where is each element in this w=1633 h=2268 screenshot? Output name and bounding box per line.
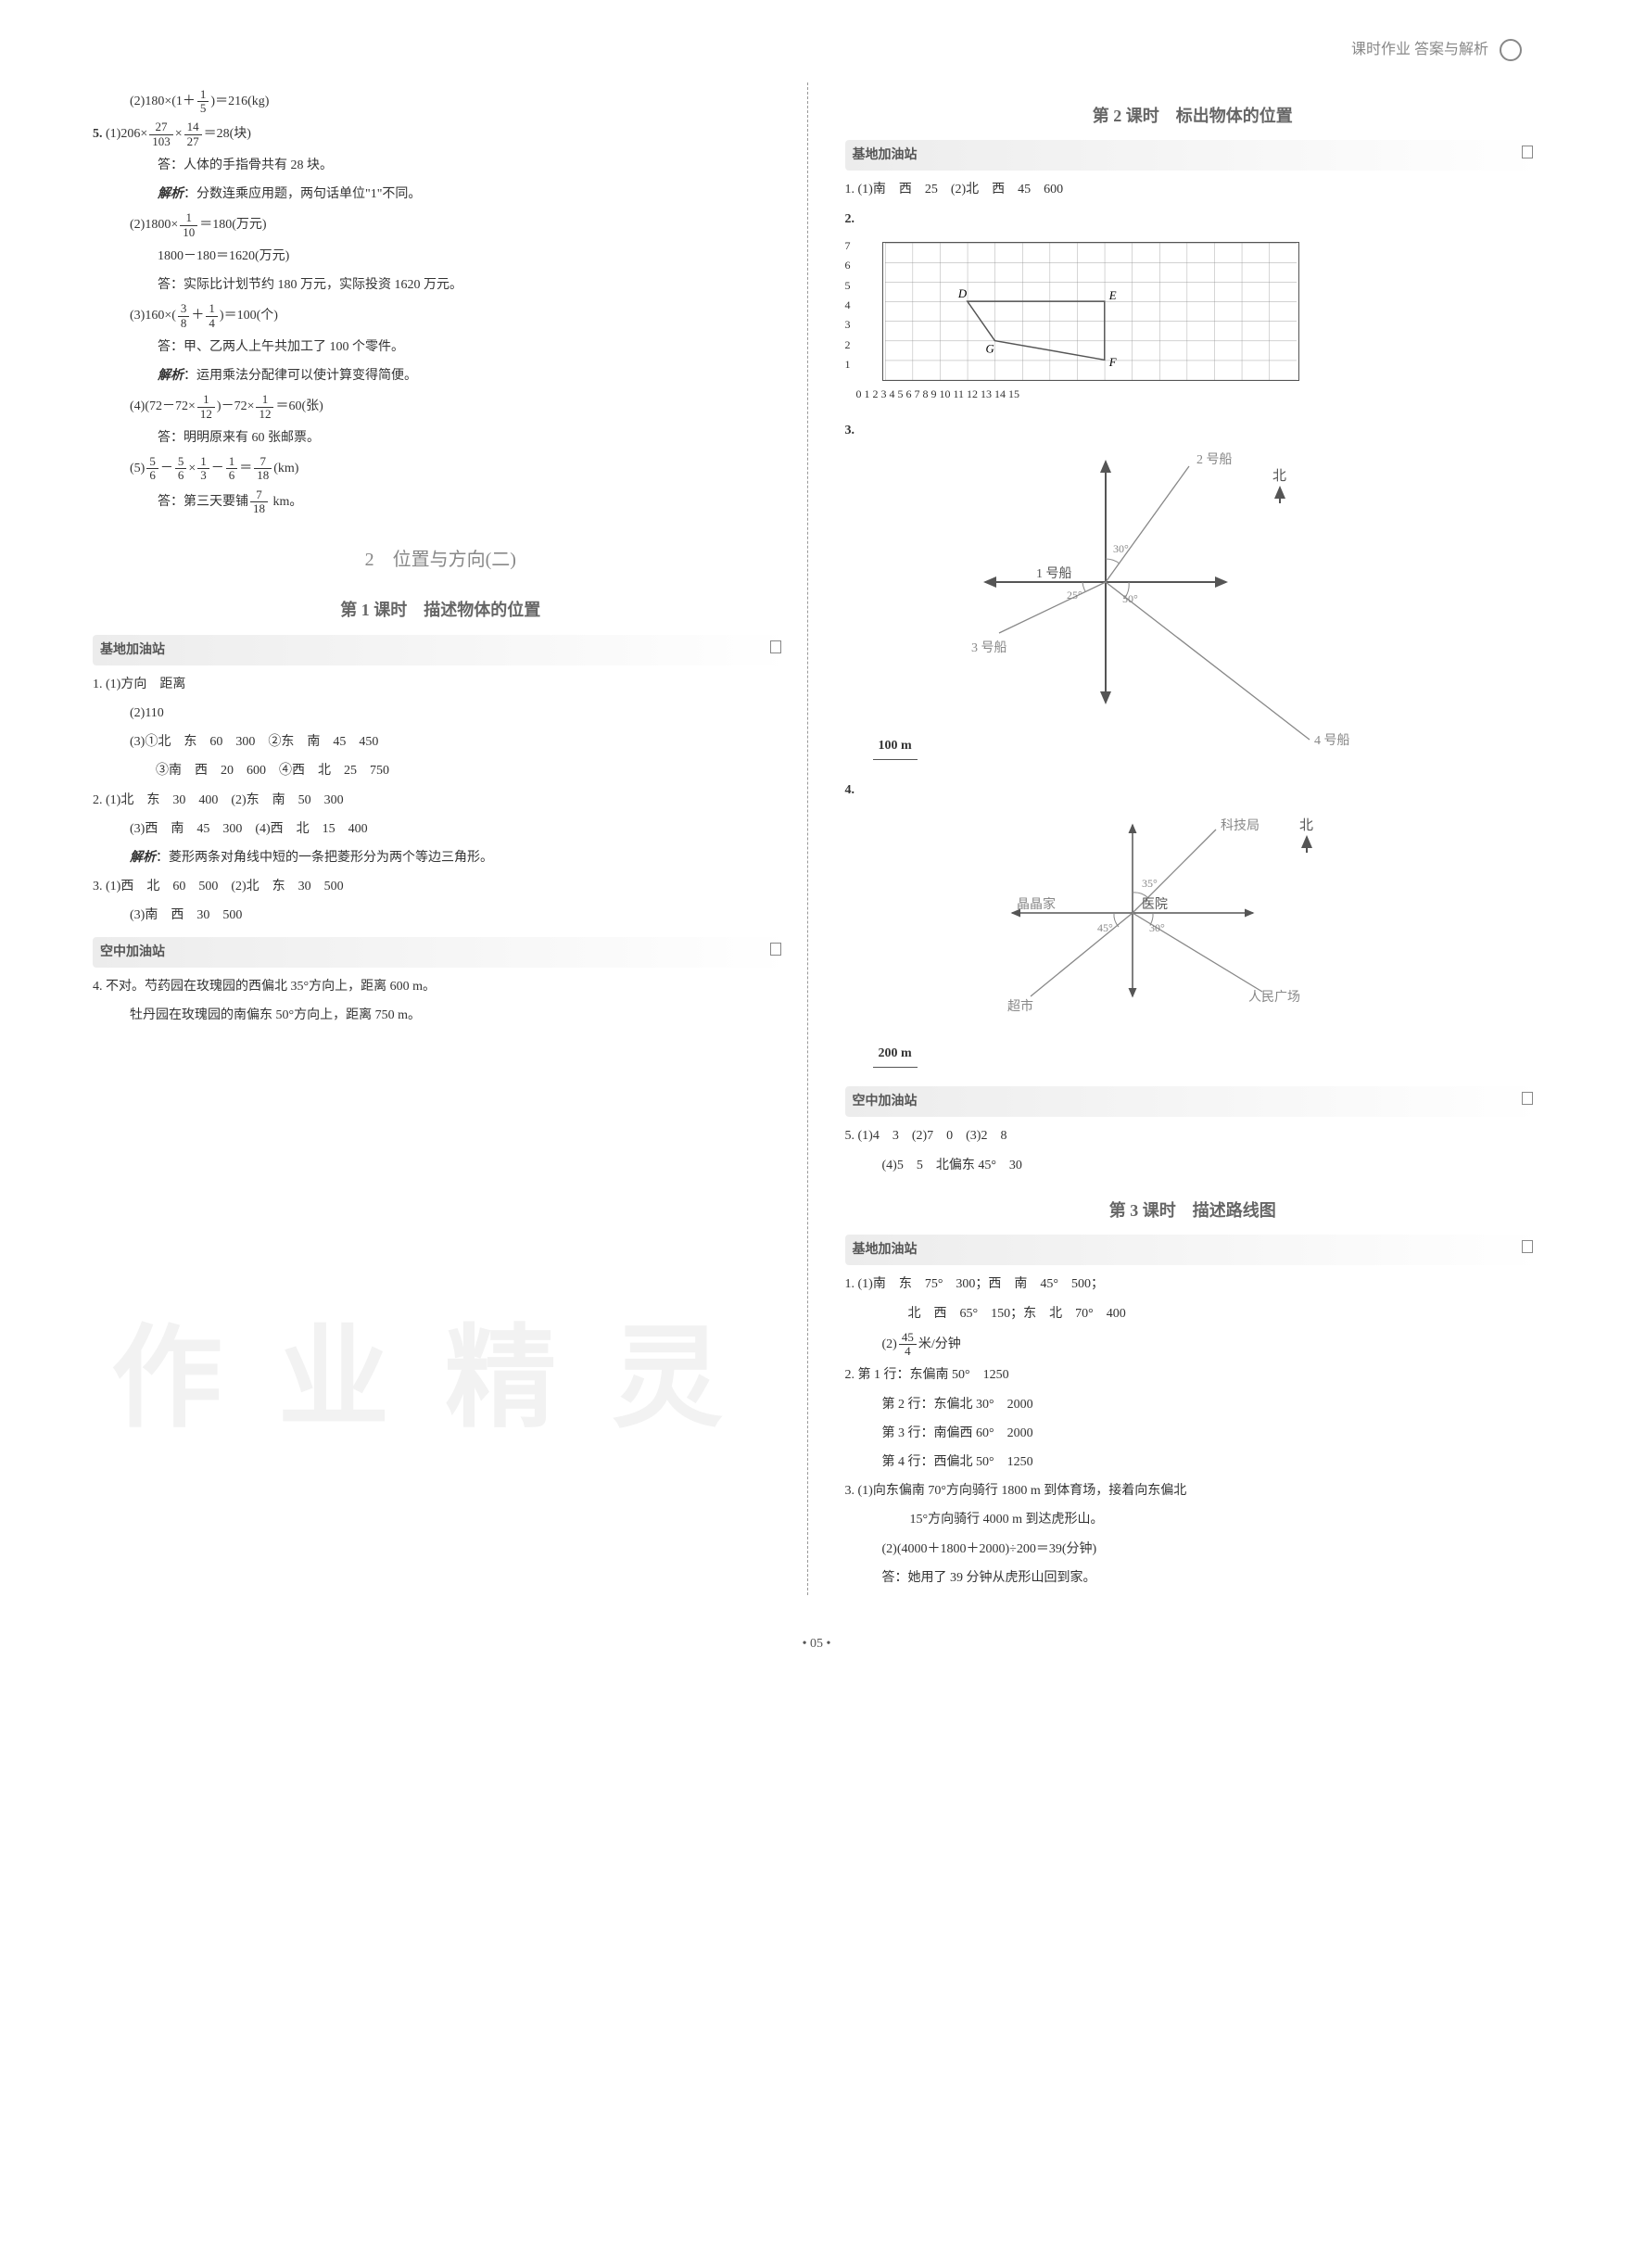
answer-line: 第 2 行：东偏北 30° 2000 bbox=[845, 1393, 1541, 1416]
target-icon bbox=[1500, 39, 1522, 61]
svg-text:医院: 医院 bbox=[1142, 897, 1168, 912]
svg-text:人民广场: 人民广场 bbox=[1248, 990, 1300, 1005]
svg-text:45°: 45° bbox=[1097, 921, 1113, 934]
lesson-title: 第 1 课时 描述物体的位置 bbox=[93, 595, 789, 625]
station-header: 基地加油站 bbox=[93, 635, 789, 665]
x-axis-labels: 0 1 2 3 4 5 6 7 8 9 10 11 12 13 14 15 bbox=[856, 385, 1541, 405]
answer-line: 答：她用了 39 分钟从虎形山回到家。 bbox=[845, 1566, 1541, 1590]
station-header: 基地加油站 bbox=[845, 1235, 1541, 1265]
answer-line: 北 西 65° 150；东 北 70° 400 bbox=[845, 1302, 1541, 1325]
answer-line: 4. 不对。芍药园在玫瑰园的西偏北 35°方向上，距离 600 m。 bbox=[93, 975, 789, 998]
answer-line: 牡丹园在玫瑰园的南偏东 50°方向上，距离 750 m。 bbox=[93, 1004, 789, 1027]
point-g-label: G bbox=[985, 342, 994, 355]
station-header: 空中加油站 bbox=[93, 937, 789, 968]
right-column: 第 2 课时 标出物体的位置 基地加油站 1. (1)南 西 25 (2)北 西… bbox=[827, 82, 1560, 1595]
svg-text:35°: 35° bbox=[1142, 877, 1158, 890]
analysis-line: 解析：菱形两条对角线中短的一条把菱形分为两个等边三角形。 bbox=[93, 846, 789, 869]
text: ＝216(kg) bbox=[215, 95, 269, 108]
scale-label: 200 m bbox=[873, 1042, 918, 1068]
svg-text:科技局: 科技局 bbox=[1221, 818, 1260, 833]
analysis-line: 解析：运用乘法分配律可以使计算变得简便。 bbox=[93, 364, 789, 387]
svg-text:30°: 30° bbox=[1113, 542, 1129, 555]
item-num: 4. bbox=[845, 779, 1541, 802]
svg-text:25°: 25° bbox=[1067, 589, 1082, 602]
point-e-label: E bbox=[1108, 289, 1116, 302]
y-axis-labels: 7654321 bbox=[845, 236, 851, 375]
answer-line: ③南 西 20 600 ④西 北 25 750 bbox=[93, 759, 789, 782]
answer-line: (4)5 5 北偏东 45° 30 bbox=[845, 1154, 1541, 1177]
left-column: (2)180×(1＋15)＝216(kg) 5. (1)206×27103×14… bbox=[74, 82, 808, 1595]
answer-line: (2)454米/分钟 bbox=[845, 1331, 1541, 1359]
answer-line: (2)110 bbox=[93, 702, 789, 725]
svg-text:1 号船: 1 号船 bbox=[1036, 566, 1072, 581]
answer-line: 1. (1)南 西 25 (2)北 西 45 600 bbox=[845, 178, 1541, 201]
eq-line: (2)1800×110＝180(万元) bbox=[93, 211, 789, 239]
svg-text:超市: 超市 bbox=[1007, 998, 1033, 1014]
answer-line: 答：明明原来有 60 张邮票。 bbox=[93, 426, 789, 450]
station-header: 空中加油站 bbox=[845, 1086, 1541, 1117]
answer-line: 答：第三天要铺718 km。 bbox=[93, 488, 789, 516]
answer-line: (3)西 南 45 300 (4)西 北 15 400 bbox=[93, 817, 789, 841]
item-num: 3. bbox=[845, 419, 1541, 442]
answer-line: 1. (1)方向 距离 bbox=[93, 673, 789, 696]
eq-line: 1800－180＝1620(万元) bbox=[93, 245, 789, 268]
eq-line: 5. (1)206×27103×1427＝28(块) bbox=[93, 120, 789, 148]
point-d-label: D bbox=[956, 287, 967, 300]
answer-line: 3. (1)西 北 60 500 (2)北 东 30 500 bbox=[93, 875, 789, 898]
answer-line: 答：人体的手指骨共有 28 块。 bbox=[93, 154, 789, 177]
page-header: 课时作业 答案与解析 bbox=[74, 37, 1559, 64]
answer-line: 第 3 行：南偏西 60° 2000 bbox=[845, 1422, 1541, 1445]
eq-line: (3)160×(38＋14)＝100(个) bbox=[93, 302, 789, 330]
item-num: 5. bbox=[93, 127, 103, 141]
svg-text:50°: 50° bbox=[1122, 592, 1138, 605]
svg-text:30°: 30° bbox=[1149, 921, 1165, 934]
text: (1)206× bbox=[106, 127, 147, 141]
answer-line: 3. (1)向东偏南 70°方向骑行 1800 m 到体育场，接着向东偏北 bbox=[845, 1479, 1541, 1502]
lesson-title: 第 3 课时 描述路线图 bbox=[845, 1196, 1541, 1225]
svg-text:北: 北 bbox=[1272, 468, 1286, 484]
answer-line: 2. 第 1 行：东偏南 50° 1250 bbox=[845, 1363, 1541, 1387]
answer-line: 2. (1)北 东 30 400 (2)东 南 50 300 bbox=[93, 789, 789, 812]
svg-text:北: 北 bbox=[1299, 817, 1313, 833]
scale-label: 100 m bbox=[873, 734, 918, 760]
eq-line: (4)(72－72×112)－72×112＝60(张) bbox=[93, 393, 789, 421]
svg-text:2 号船: 2 号船 bbox=[1196, 452, 1233, 467]
answer-line: 15°方向骑行 4000 m 到达虎形山。 bbox=[845, 1508, 1541, 1531]
lesson-title: 第 2 课时 标出物体的位置 bbox=[845, 101, 1541, 131]
answer-line: (3)①北 东 60 300 ②东 南 45 450 bbox=[93, 730, 789, 754]
point-f-label: F bbox=[1108, 356, 1116, 369]
answer-line: 第 4 行：西偏北 50° 1250 bbox=[845, 1451, 1541, 1474]
answer-line: (3)南 西 30 500 bbox=[93, 904, 789, 927]
text: (2)180× bbox=[130, 95, 171, 108]
analysis-line: 解析：分数连乘应用题，两句话单位"1"不同。 bbox=[93, 183, 789, 206]
svg-text:晶晶家: 晶晶家 bbox=[1017, 896, 1056, 912]
answer-line: 答：实际比计划节约 180 万元，实际投资 1620 万元。 bbox=[93, 273, 789, 297]
svg-text:3 号船: 3 号船 bbox=[971, 640, 1007, 655]
diagram-4: 科技局 晶晶家 医院 超市 人民广场 35° 45° 30° 北 200 m bbox=[873, 811, 1541, 1068]
page-number: • 05 • bbox=[74, 1632, 1559, 1655]
answer-line: (2)(4000＋1800＋2000)÷200＝39(分钟) bbox=[845, 1538, 1541, 1561]
unit-title: 2 位置与方向(二) bbox=[93, 543, 789, 577]
header-title: 课时作业 答案与解析 bbox=[1351, 42, 1488, 57]
answer-line: 5. (1)4 3 (2)7 0 (3)2 8 bbox=[845, 1124, 1541, 1147]
eq-line: (2)180×(1＋15)＝216(kg) bbox=[93, 88, 789, 116]
svg-text:4 号船: 4 号船 bbox=[1314, 733, 1350, 748]
station-header: 基地加油站 bbox=[845, 140, 1541, 171]
eq-line: (5)56－56×13－16＝718(km) bbox=[93, 455, 789, 483]
answer-line: 1. (1)南 东 75° 300；西 南 45° 500； bbox=[845, 1273, 1541, 1296]
answer-line: 答：甲、乙两人上午共加工了 100 个零件。 bbox=[93, 336, 789, 359]
item-num: 2. bbox=[845, 208, 1541, 231]
diagram-3: 100 m 2 号船 1 号船 3 号船 4 号船 30° 25° 50° bbox=[873, 452, 1541, 760]
grid-chart: D E G F bbox=[882, 242, 1299, 381]
